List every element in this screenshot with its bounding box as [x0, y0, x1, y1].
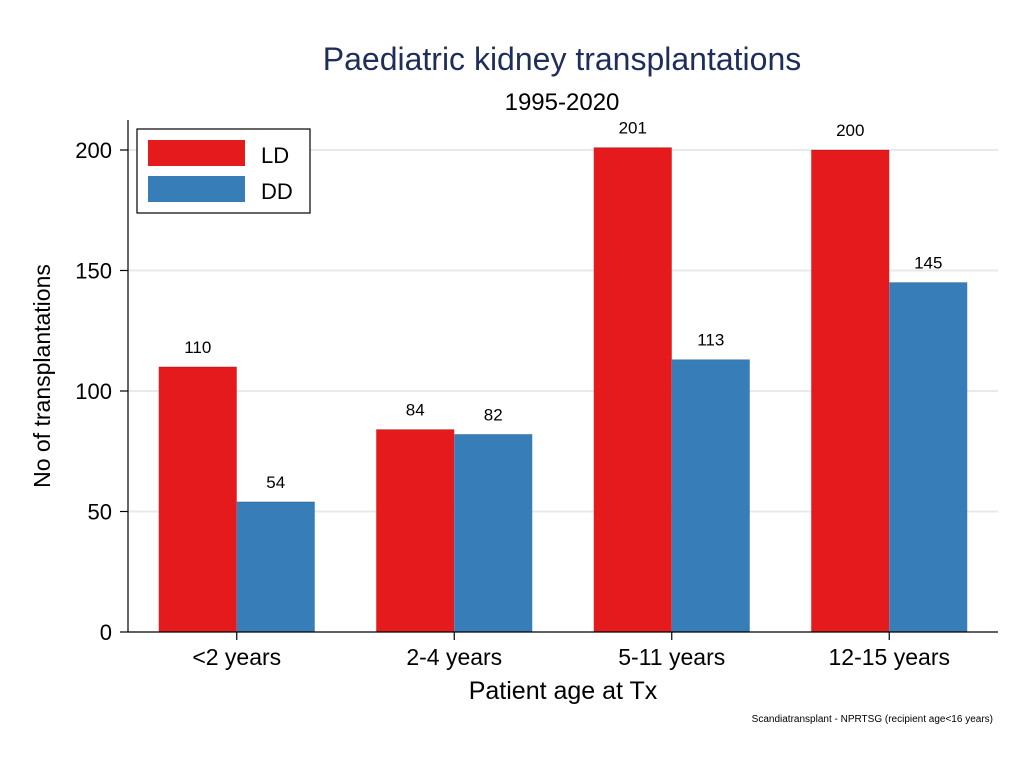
value-label: 54 [266, 473, 285, 492]
value-label: 82 [484, 405, 503, 424]
value-label: 200 [836, 121, 864, 140]
x-tick-label: 5-11 years [618, 644, 725, 670]
y-ticks: 0 50 100 150 200 [75, 138, 128, 645]
x-tick-label: <2 years [192, 644, 281, 670]
bar-dd-3 [889, 282, 968, 632]
legend: LD DD [136, 128, 311, 214]
bar-dd-0 [236, 501, 315, 632]
x-tick-label: 2-4 years [406, 644, 502, 670]
legend-swatch-dd [148, 176, 245, 202]
legend-swatch-ld [148, 140, 245, 166]
value-label: 113 [697, 331, 724, 350]
chart-title: Paediatric kidney transplantations [323, 41, 802, 77]
bar-ld-0 [158, 366, 237, 632]
bar-dd-1 [454, 434, 533, 632]
value-label: 84 [406, 401, 425, 420]
bar-ld-1 [376, 429, 455, 632]
bars [158, 147, 968, 632]
bar-ld-3 [811, 150, 890, 632]
chart-subtitle: 1995-2020 [505, 89, 620, 116]
value-labels: 110 54 84 82 201 113 200 145 [184, 119, 942, 492]
bar-dd-2 [671, 359, 750, 632]
y-axis-label: No of transplantations [29, 264, 55, 488]
y-tick-label: 0 [100, 620, 112, 645]
source-note: Scandiatransplant - NPRTSG (recipient ag… [752, 714, 993, 725]
x-ticks: <2 years 2-4 years 5-11 years 12-15 years [192, 632, 950, 670]
y-tick-label: 100 [75, 379, 112, 404]
legend-label-dd: DD [261, 179, 293, 204]
x-axis-label: Patient age at Tx [469, 677, 658, 705]
value-label: 201 [619, 119, 647, 138]
value-label: 145 [914, 254, 942, 273]
y-tick-label: 200 [75, 138, 112, 163]
legend-label-ld: LD [261, 143, 289, 168]
bar-ld-2 [593, 147, 672, 632]
y-tick-label: 50 [88, 500, 112, 525]
x-tick-label: 12-15 years [829, 644, 950, 670]
value-label: 110 [184, 338, 211, 357]
y-tick-label: 150 [75, 259, 112, 284]
